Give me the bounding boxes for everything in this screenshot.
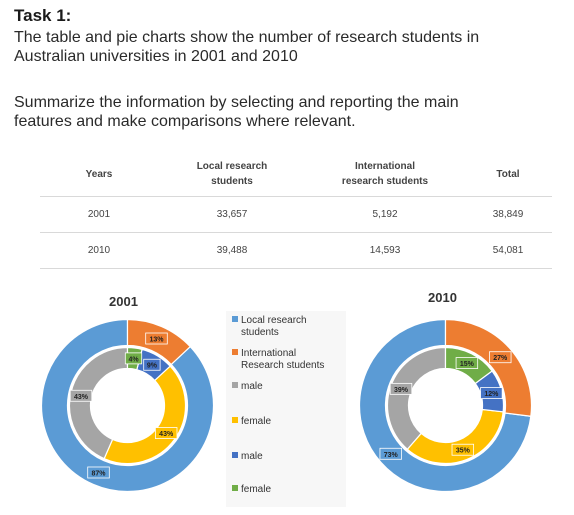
header-total: Total bbox=[496, 168, 520, 180]
inner-ring-data-label: 35% bbox=[456, 448, 471, 455]
legend-label: Local research bbox=[241, 315, 307, 326]
outer-ring-slice bbox=[358, 318, 532, 493]
header-local-line1: Local research bbox=[196, 161, 268, 172]
legend-swatch bbox=[232, 485, 238, 491]
header-years: Years bbox=[85, 168, 113, 180]
outer-ring-label-bg bbox=[87, 466, 110, 479]
inner-ring-slice bbox=[103, 365, 187, 465]
legend-label: International bbox=[241, 348, 297, 359]
prompt-line: Summarize the information by selecting a… bbox=[14, 94, 459, 111]
outer-ring-data-label: 27% bbox=[493, 355, 508, 362]
outer-ring-label-bg bbox=[489, 351, 512, 364]
header-intl-line1: International bbox=[354, 161, 415, 172]
legend-item-male-1: male bbox=[232, 381, 263, 393]
prompt-paragraph-2: Summarize the information by selecting a… bbox=[14, 93, 564, 131]
donut-chart-2010: 73% 27% 39% 35% 12% 15% bbox=[358, 318, 533, 493]
legend-label: students bbox=[241, 327, 279, 338]
legend-swatch bbox=[232, 316, 238, 322]
header-international: International research students bbox=[306, 152, 464, 197]
inner-ring-slice bbox=[386, 346, 447, 451]
legend-item-international: International Research students bbox=[232, 348, 324, 372]
prompt-line: features and make comparisons where rele… bbox=[14, 113, 356, 130]
chart-title-2010: 2010 bbox=[428, 290, 457, 305]
inner-ring-data-label: 9% bbox=[147, 363, 158, 370]
cell-local: 39,488 bbox=[158, 232, 306, 269]
inner-ring-label-bg bbox=[124, 352, 143, 365]
inner-ring-slice bbox=[406, 408, 504, 465]
cell-international: 5,192 bbox=[306, 196, 464, 233]
inner-ring-label-bg bbox=[154, 427, 178, 439]
cell-total: 38,849 bbox=[464, 196, 552, 233]
donut-chart-2001: 87% 13% 43% 43% 9% 4% bbox=[40, 318, 215, 493]
legend-label: male bbox=[241, 381, 263, 392]
prompt-paragraph-1: The table and pie charts show the number… bbox=[14, 28, 564, 66]
legend-label: female bbox=[241, 416, 272, 427]
prompt-line: The table and pie charts show the number… bbox=[14, 29, 480, 46]
legend-item-male-2: male bbox=[232, 451, 263, 463]
cell-total: 54,081 bbox=[464, 232, 552, 269]
inner-ring-label-bg bbox=[451, 443, 475, 456]
legend-swatch bbox=[232, 349, 238, 355]
table-row: 2010 39,488 14,593 54,081 bbox=[40, 232, 552, 269]
chart-title-2001: 2001 bbox=[109, 294, 138, 309]
cell-year: 2010 bbox=[40, 232, 158, 269]
inner-ring-slice bbox=[68, 346, 129, 460]
legend-label: female bbox=[241, 484, 272, 495]
outer-ring-label-bg bbox=[145, 332, 168, 345]
inner-ring-data-label: 15% bbox=[460, 361, 475, 368]
inner-ring-label-bg bbox=[480, 387, 503, 399]
header-intl-line2: research students bbox=[341, 176, 429, 187]
cell-local: 33,657 bbox=[158, 196, 306, 233]
table-row: 2001 33,657 5,192 38,849 bbox=[40, 196, 552, 233]
chart-legend: Local research students International Re… bbox=[226, 311, 346, 507]
outer-ring-slice bbox=[444, 318, 533, 417]
inner-ring-data-label: 39% bbox=[394, 387, 409, 394]
inner-ring-data-label: 12% bbox=[484, 391, 499, 398]
outer-ring-data-label: 73% bbox=[384, 452, 399, 459]
table-header-row: Years Local research students Internatio… bbox=[40, 152, 552, 197]
inner-ring-label-bg bbox=[389, 382, 413, 395]
header-local-line2: students bbox=[211, 176, 253, 187]
legend-swatch bbox=[232, 417, 238, 423]
outer-ring-slice bbox=[40, 318, 215, 493]
header-local: Local research students bbox=[158, 152, 306, 197]
inner-ring-data-label: 4% bbox=[128, 356, 139, 363]
outer-ring-data-label: 13% bbox=[149, 337, 164, 344]
inner-ring-data-label: 43% bbox=[74, 394, 89, 401]
legend-item-female-2: female bbox=[232, 484, 271, 496]
legend-swatch bbox=[232, 452, 238, 458]
legend-item-female-1: female bbox=[232, 416, 271, 428]
legend-item-local: Local research students bbox=[232, 315, 307, 339]
cell-international: 14,593 bbox=[306, 232, 464, 269]
inner-ring-label-bg bbox=[143, 358, 161, 371]
legend-label: Research students bbox=[241, 360, 325, 371]
outer-ring-data-label: 87% bbox=[92, 470, 107, 477]
task-title: Task 1: bbox=[14, 6, 72, 25]
outer-ring-label-bg bbox=[379, 447, 402, 460]
cell-year: 2001 bbox=[40, 196, 158, 233]
research-students-table: Years Local research students Internatio… bbox=[40, 152, 552, 269]
inner-ring-label-bg bbox=[69, 389, 93, 402]
legend-swatch bbox=[232, 382, 238, 388]
prompt-line: Australian universities in 2001 and 2010 bbox=[14, 48, 298, 65]
legend-label: male bbox=[241, 451, 263, 462]
inner-ring-label-bg bbox=[455, 357, 479, 369]
inner-ring-data-label: 43% bbox=[159, 431, 174, 438]
